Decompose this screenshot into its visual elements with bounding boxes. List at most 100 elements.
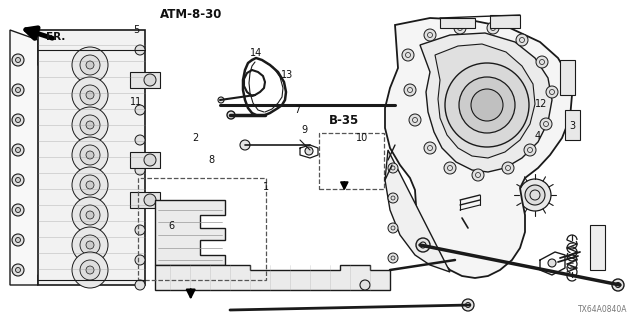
Circle shape bbox=[135, 225, 145, 235]
Circle shape bbox=[72, 107, 108, 143]
Circle shape bbox=[305, 147, 313, 155]
Circle shape bbox=[86, 181, 94, 189]
Text: 9: 9 bbox=[301, 124, 307, 135]
Circle shape bbox=[404, 84, 416, 96]
Polygon shape bbox=[385, 150, 450, 272]
Circle shape bbox=[12, 234, 24, 246]
Circle shape bbox=[472, 169, 484, 181]
Circle shape bbox=[487, 22, 499, 34]
Circle shape bbox=[72, 77, 108, 113]
Circle shape bbox=[144, 154, 156, 166]
Circle shape bbox=[80, 85, 100, 105]
Circle shape bbox=[15, 237, 20, 243]
Circle shape bbox=[388, 253, 398, 263]
Circle shape bbox=[612, 279, 624, 291]
Circle shape bbox=[135, 75, 145, 85]
Circle shape bbox=[388, 163, 398, 173]
Polygon shape bbox=[385, 18, 572, 278]
Polygon shape bbox=[560, 60, 575, 95]
Circle shape bbox=[135, 255, 145, 265]
Circle shape bbox=[388, 193, 398, 203]
Circle shape bbox=[80, 260, 100, 280]
Text: 6: 6 bbox=[168, 220, 175, 231]
Circle shape bbox=[15, 87, 20, 92]
Circle shape bbox=[360, 280, 370, 290]
Circle shape bbox=[15, 148, 20, 153]
Text: 4: 4 bbox=[534, 131, 541, 141]
Text: FR.: FR. bbox=[46, 32, 65, 42]
Circle shape bbox=[72, 167, 108, 203]
Circle shape bbox=[15, 58, 20, 62]
Text: 1: 1 bbox=[262, 182, 269, 192]
Circle shape bbox=[536, 56, 548, 68]
Text: B-35: B-35 bbox=[329, 114, 360, 126]
Circle shape bbox=[445, 63, 529, 147]
Polygon shape bbox=[590, 225, 605, 270]
Circle shape bbox=[86, 91, 94, 99]
Circle shape bbox=[502, 162, 514, 174]
Text: 14: 14 bbox=[250, 48, 262, 58]
Text: 13: 13 bbox=[280, 70, 293, 80]
Circle shape bbox=[519, 179, 551, 211]
Text: 7: 7 bbox=[294, 105, 301, 116]
Circle shape bbox=[12, 204, 24, 216]
Circle shape bbox=[525, 185, 545, 205]
Circle shape bbox=[402, 49, 414, 61]
Bar bbox=[38, 30, 145, 285]
Circle shape bbox=[135, 165, 145, 175]
Polygon shape bbox=[420, 33, 552, 172]
Polygon shape bbox=[490, 15, 520, 28]
Circle shape bbox=[448, 255, 458, 265]
Circle shape bbox=[135, 280, 145, 290]
Circle shape bbox=[72, 227, 108, 263]
Circle shape bbox=[72, 197, 108, 233]
Circle shape bbox=[462, 299, 474, 311]
Circle shape bbox=[80, 205, 100, 225]
Circle shape bbox=[516, 34, 528, 46]
Circle shape bbox=[80, 115, 100, 135]
Circle shape bbox=[86, 241, 94, 249]
Circle shape bbox=[15, 207, 20, 212]
Bar bbox=[130, 192, 160, 208]
Circle shape bbox=[12, 174, 24, 186]
Circle shape bbox=[227, 111, 235, 119]
Polygon shape bbox=[10, 30, 55, 285]
Text: TX64A0840A: TX64A0840A bbox=[578, 305, 627, 314]
Circle shape bbox=[15, 268, 20, 273]
Polygon shape bbox=[435, 44, 535, 158]
Circle shape bbox=[240, 140, 250, 150]
Circle shape bbox=[12, 144, 24, 156]
Circle shape bbox=[135, 45, 145, 55]
Circle shape bbox=[86, 211, 94, 219]
Circle shape bbox=[12, 84, 24, 96]
Polygon shape bbox=[155, 265, 390, 290]
Circle shape bbox=[72, 47, 108, 83]
Circle shape bbox=[86, 121, 94, 129]
Text: 5: 5 bbox=[133, 25, 140, 36]
Text: 3: 3 bbox=[570, 121, 576, 132]
Circle shape bbox=[80, 235, 100, 255]
Circle shape bbox=[12, 264, 24, 276]
Circle shape bbox=[524, 144, 536, 156]
Circle shape bbox=[424, 29, 436, 41]
Circle shape bbox=[409, 114, 421, 126]
Bar bbox=[138, 178, 266, 280]
Circle shape bbox=[388, 223, 398, 233]
Circle shape bbox=[80, 175, 100, 195]
Text: 11: 11 bbox=[130, 97, 143, 107]
Circle shape bbox=[86, 151, 94, 159]
Polygon shape bbox=[155, 200, 225, 265]
Polygon shape bbox=[565, 110, 580, 140]
Text: 12: 12 bbox=[534, 99, 547, 109]
Circle shape bbox=[86, 61, 94, 69]
Circle shape bbox=[424, 142, 436, 154]
Text: 2: 2 bbox=[192, 132, 198, 143]
Text: ATM-8-30: ATM-8-30 bbox=[159, 8, 222, 21]
Circle shape bbox=[86, 266, 94, 274]
Circle shape bbox=[548, 259, 556, 267]
Circle shape bbox=[135, 195, 145, 205]
Circle shape bbox=[540, 118, 552, 130]
Circle shape bbox=[144, 194, 156, 206]
Circle shape bbox=[15, 178, 20, 182]
Text: 8: 8 bbox=[208, 155, 214, 165]
